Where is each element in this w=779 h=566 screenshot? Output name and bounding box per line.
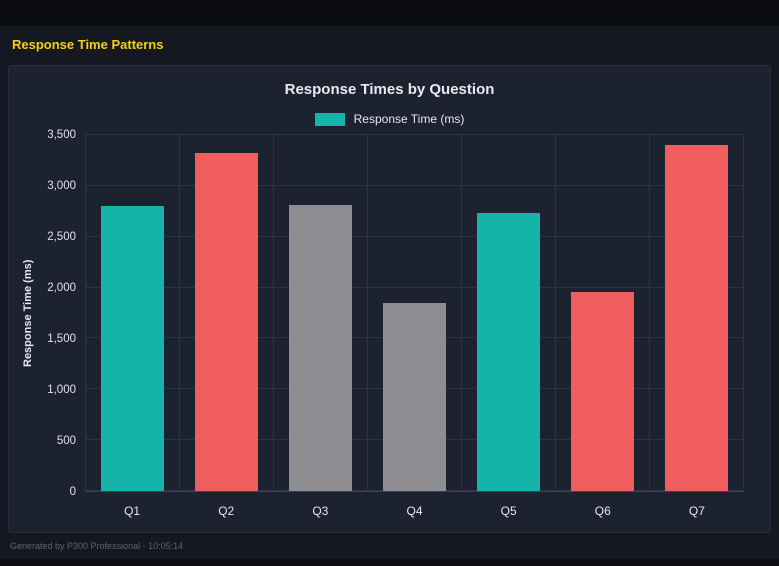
bar-q5 (477, 213, 540, 491)
chart-area: Response Time (ms) 0 500 1,000 1,500 2,000 2,… (9, 129, 770, 530)
x-tick-label-q7: Q7 (688, 504, 705, 518)
plot-column (367, 135, 461, 491)
plot-column (461, 135, 555, 491)
gridline (85, 235, 743, 237)
y-axis: 0 500 1,000 1,500 2,000 2,500 3,000 3,500 (39, 129, 85, 497)
plot-column (85, 135, 179, 491)
bar-q3 (289, 205, 352, 491)
bar-q4 (383, 302, 446, 491)
chart-panel: Response Times by Question Response Time… (8, 65, 771, 533)
plot-column (649, 135, 743, 491)
y-tick-label: 0 (69, 485, 76, 498)
legend-label: Response Time (ms) (353, 112, 465, 126)
x-tick-label-q4: Q4 (406, 504, 423, 518)
x-tick-label-q2: Q2 (218, 504, 235, 518)
bar-q7 (665, 145, 728, 491)
x-tick-label-q3: Q3 (312, 504, 329, 518)
y-tick-label: 500 (56, 434, 76, 447)
footer-note: Generated by P300 Professional - 10:05:1… (10, 541, 184, 551)
legend-swatch (314, 112, 345, 126)
y-tick-label: 2,000 (47, 281, 76, 294)
window-top-bar (0, 0, 779, 26)
plot-area (85, 134, 744, 492)
chart-title: Response Times by Question (284, 81, 495, 98)
bar-q6 (571, 291, 634, 491)
plot-column (273, 135, 367, 491)
plot-column (555, 135, 649, 491)
gridline (85, 134, 743, 135)
window-bottom-bar (0, 559, 779, 566)
y-tick-label: 1,000 (47, 383, 76, 396)
gridline (85, 286, 743, 288)
y-axis-title: Response Time (ms) (22, 259, 34, 368)
x-axis: Q1 Q2 Q3 Q4 Q5 Q6 Q7 (85, 492, 744, 518)
gridline (85, 184, 743, 186)
bar-q2 (195, 153, 258, 491)
y-tick-label: 3,500 (47, 128, 76, 141)
chart-legend: Response Time (ms) (9, 111, 770, 127)
x-tick-label-q6: Q6 (594, 504, 611, 518)
x-tick-label-q5: Q5 (500, 504, 517, 518)
plot-column (179, 135, 273, 491)
y-tick-label: 2,500 (47, 230, 76, 243)
y-tick-label: 3,000 (47, 179, 76, 192)
y-tick-label: 1,500 (47, 332, 76, 345)
x-tick-label-q1: Q1 (124, 504, 141, 518)
page-title: Response Time Patterns (12, 37, 164, 52)
plot-wrap: Q1 Q2 Q3 Q4 Q5 Q6 Q7 (85, 134, 744, 530)
bar-q1 (101, 206, 164, 491)
